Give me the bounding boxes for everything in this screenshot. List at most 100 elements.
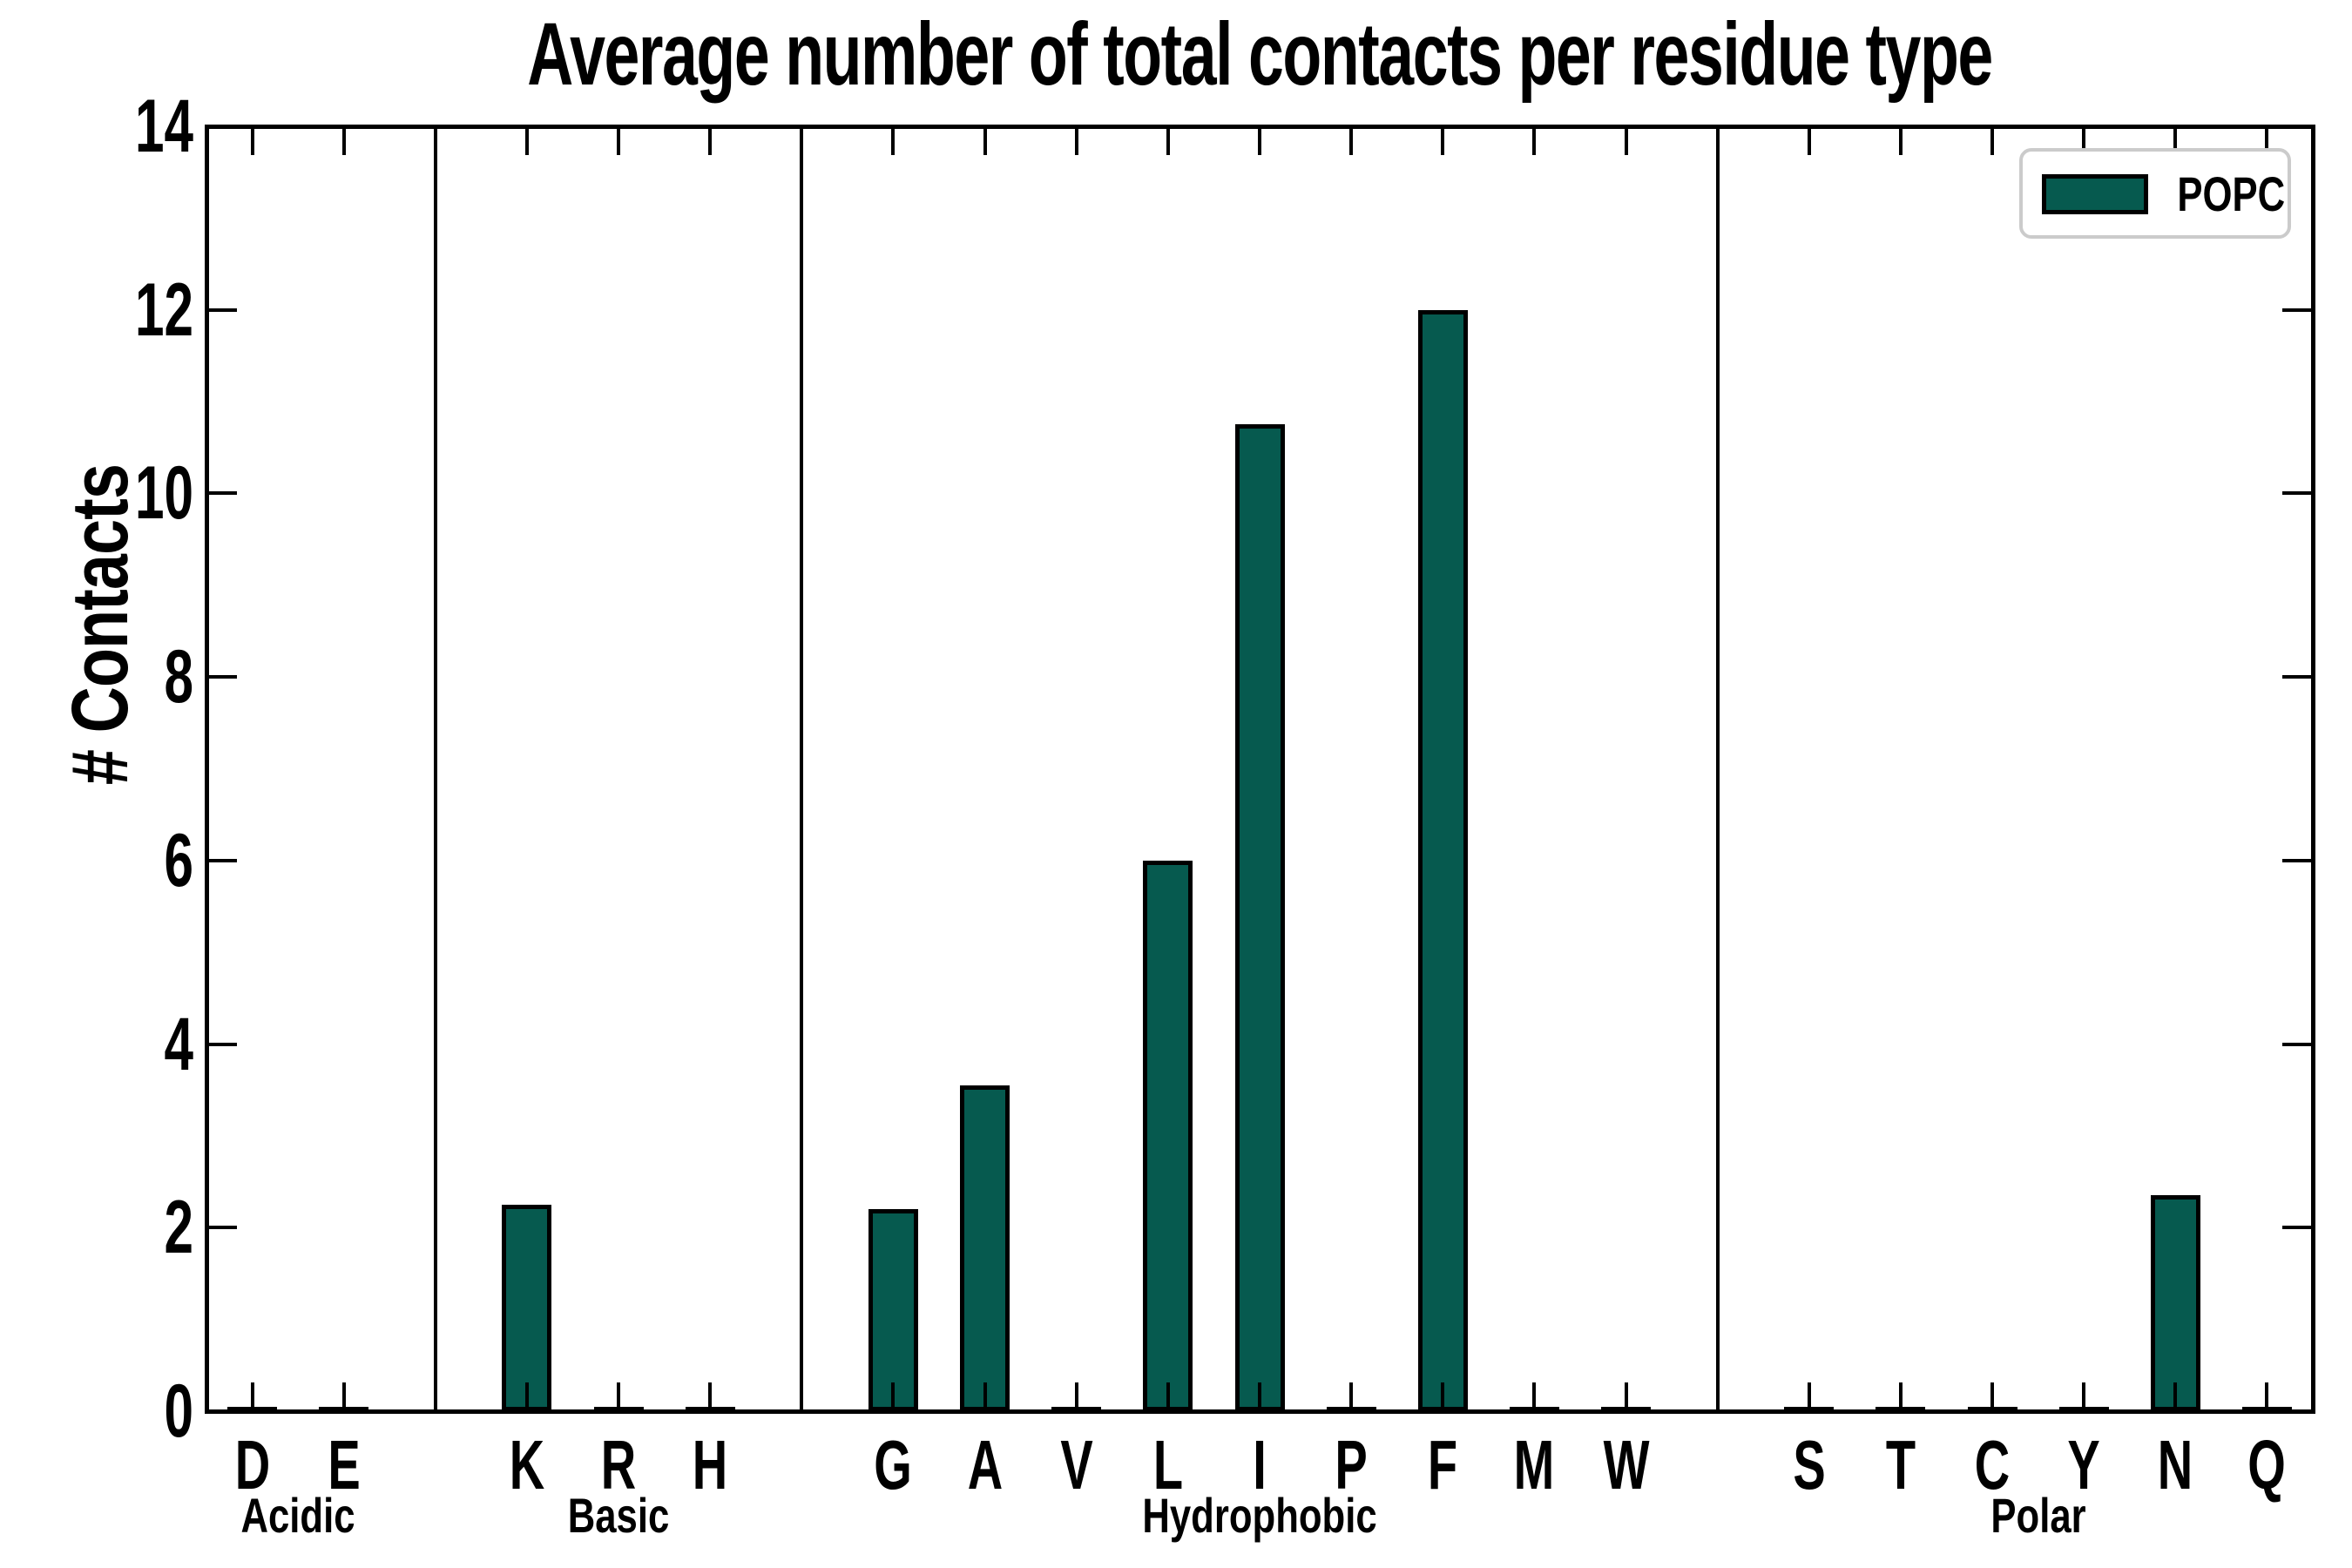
group-label-polar: Polar xyxy=(1990,1488,2086,1543)
x-tick-top-D xyxy=(251,126,254,155)
chart-title: Average number of total contacts per res… xyxy=(527,4,1993,104)
x-tick-bottom-R xyxy=(617,1382,620,1411)
x-tick-top-F xyxy=(1441,126,1444,155)
x-tick-bottom-N xyxy=(2173,1382,2177,1411)
axis-spine-right xyxy=(2311,125,2315,1414)
x-tick-top-R xyxy=(617,126,620,155)
x-tick-top-A xyxy=(983,126,987,155)
y-tick-label-6: 6 xyxy=(164,819,193,902)
x-tick-top-L xyxy=(1166,126,1170,155)
x-tick-top-N xyxy=(2173,126,2177,155)
group-separator xyxy=(434,126,437,1411)
y-tick-label-0: 0 xyxy=(164,1369,193,1453)
x-tick-top-H xyxy=(708,126,712,155)
x-tick-bottom-D xyxy=(251,1382,254,1411)
x-tick-bottom-A xyxy=(983,1382,987,1411)
x-tick-bottom-P xyxy=(1349,1382,1353,1411)
x-tick-label-E: E xyxy=(328,1426,361,1504)
x-tick-label-H: H xyxy=(692,1426,728,1504)
x-tick-bottom-T xyxy=(1899,1382,1903,1411)
y-tick-right-12 xyxy=(2282,308,2313,312)
x-tick-top-S xyxy=(1808,126,1811,155)
x-tick-label-K: K xyxy=(509,1426,545,1504)
x-tick-label-Q: Q xyxy=(2247,1426,2286,1504)
x-tick-bottom-Y xyxy=(2082,1382,2085,1411)
y-tick-left-8 xyxy=(206,675,237,679)
x-tick-top-M xyxy=(1532,126,1536,155)
x-tick-bottom-Q xyxy=(2265,1382,2268,1411)
x-tick-label-M: M xyxy=(1513,1426,1555,1504)
y-tick-right-14 xyxy=(2282,125,2313,128)
x-tick-top-V xyxy=(1075,126,1078,155)
y-tick-right-8 xyxy=(2282,675,2313,679)
x-tick-label-G: G xyxy=(874,1426,912,1504)
axis-spine-left xyxy=(205,125,209,1414)
x-tick-top-W xyxy=(1625,126,1628,155)
x-tick-top-T xyxy=(1899,126,1903,155)
y-tick-left-12 xyxy=(206,308,237,312)
y-tick-left-10 xyxy=(206,491,237,495)
y-tick-left-4 xyxy=(206,1043,237,1046)
y-tick-label-12: 12 xyxy=(135,268,193,352)
bar-I xyxy=(1235,424,1285,1411)
bar-A xyxy=(960,1085,1010,1411)
legend-label: POPC xyxy=(2177,166,2286,221)
group-separator xyxy=(1716,126,1720,1411)
axis-spine-bottom xyxy=(205,1409,2315,1414)
x-tick-label-W: W xyxy=(1603,1426,1650,1504)
y-tick-left-0 xyxy=(206,1409,237,1413)
x-tick-top-I xyxy=(1258,126,1261,155)
group-label-acidic: Acidic xyxy=(240,1488,355,1543)
y-tick-left-2 xyxy=(206,1226,237,1229)
x-tick-bottom-F xyxy=(1441,1382,1444,1411)
x-tick-top-P xyxy=(1349,126,1353,155)
legend: POPC xyxy=(2019,148,2291,239)
bar-G xyxy=(868,1209,918,1411)
x-tick-bottom-G xyxy=(891,1382,895,1411)
x-tick-top-Y xyxy=(2082,126,2085,155)
x-tick-label-Y: Y xyxy=(2067,1426,2100,1504)
y-tick-label-14: 14 xyxy=(135,84,193,168)
x-tick-bottom-W xyxy=(1625,1382,1628,1411)
x-tick-label-L: L xyxy=(1152,1426,1184,1504)
x-tick-bottom-S xyxy=(1808,1382,1811,1411)
y-tick-label-10: 10 xyxy=(135,451,193,535)
y-tick-label-8: 8 xyxy=(164,635,193,719)
x-tick-label-F: F xyxy=(1427,1426,1458,1504)
x-tick-bottom-H xyxy=(708,1382,712,1411)
y-tick-right-6 xyxy=(2282,859,2313,862)
x-tick-label-T: T xyxy=(1885,1426,1916,1504)
x-tick-bottom-I xyxy=(1258,1382,1261,1411)
x-tick-top-G xyxy=(891,126,895,155)
y-tick-left-6 xyxy=(206,859,237,862)
x-tick-label-V: V xyxy=(1060,1426,1093,1504)
y-tick-right-2 xyxy=(2282,1226,2313,1229)
x-tick-label-A: A xyxy=(967,1426,1004,1504)
y-tick-right-0 xyxy=(2282,1409,2313,1413)
bar-F xyxy=(1418,310,1468,1411)
x-tick-label-R: R xyxy=(600,1426,637,1504)
group-separator xyxy=(800,126,803,1411)
x-tick-top-Q xyxy=(2265,126,2268,155)
x-tick-bottom-K xyxy=(525,1382,529,1411)
x-tick-bottom-C xyxy=(1990,1382,1994,1411)
x-tick-top-K xyxy=(525,126,529,155)
x-tick-bottom-V xyxy=(1075,1382,1078,1411)
x-tick-label-D: D xyxy=(234,1426,271,1504)
bar-N xyxy=(2151,1195,2200,1411)
x-tick-label-P: P xyxy=(1335,1426,1368,1504)
x-tick-label-C: C xyxy=(1974,1426,2011,1504)
x-tick-top-E xyxy=(342,126,346,155)
x-tick-top-C xyxy=(1990,126,1994,155)
legend-swatch-popc xyxy=(2042,174,2148,214)
bar-L xyxy=(1143,861,1193,1411)
y-tick-left-14 xyxy=(206,125,237,128)
bar-K xyxy=(502,1205,551,1411)
x-tick-bottom-L xyxy=(1166,1382,1170,1411)
x-tick-label-S: S xyxy=(1793,1426,1826,1504)
group-label-basic: Basic xyxy=(567,1488,670,1543)
x-tick-bottom-M xyxy=(1532,1382,1536,1411)
y-tick-right-10 xyxy=(2282,491,2313,495)
group-label-hydrophobic: Hydrophobic xyxy=(1142,1488,1377,1543)
